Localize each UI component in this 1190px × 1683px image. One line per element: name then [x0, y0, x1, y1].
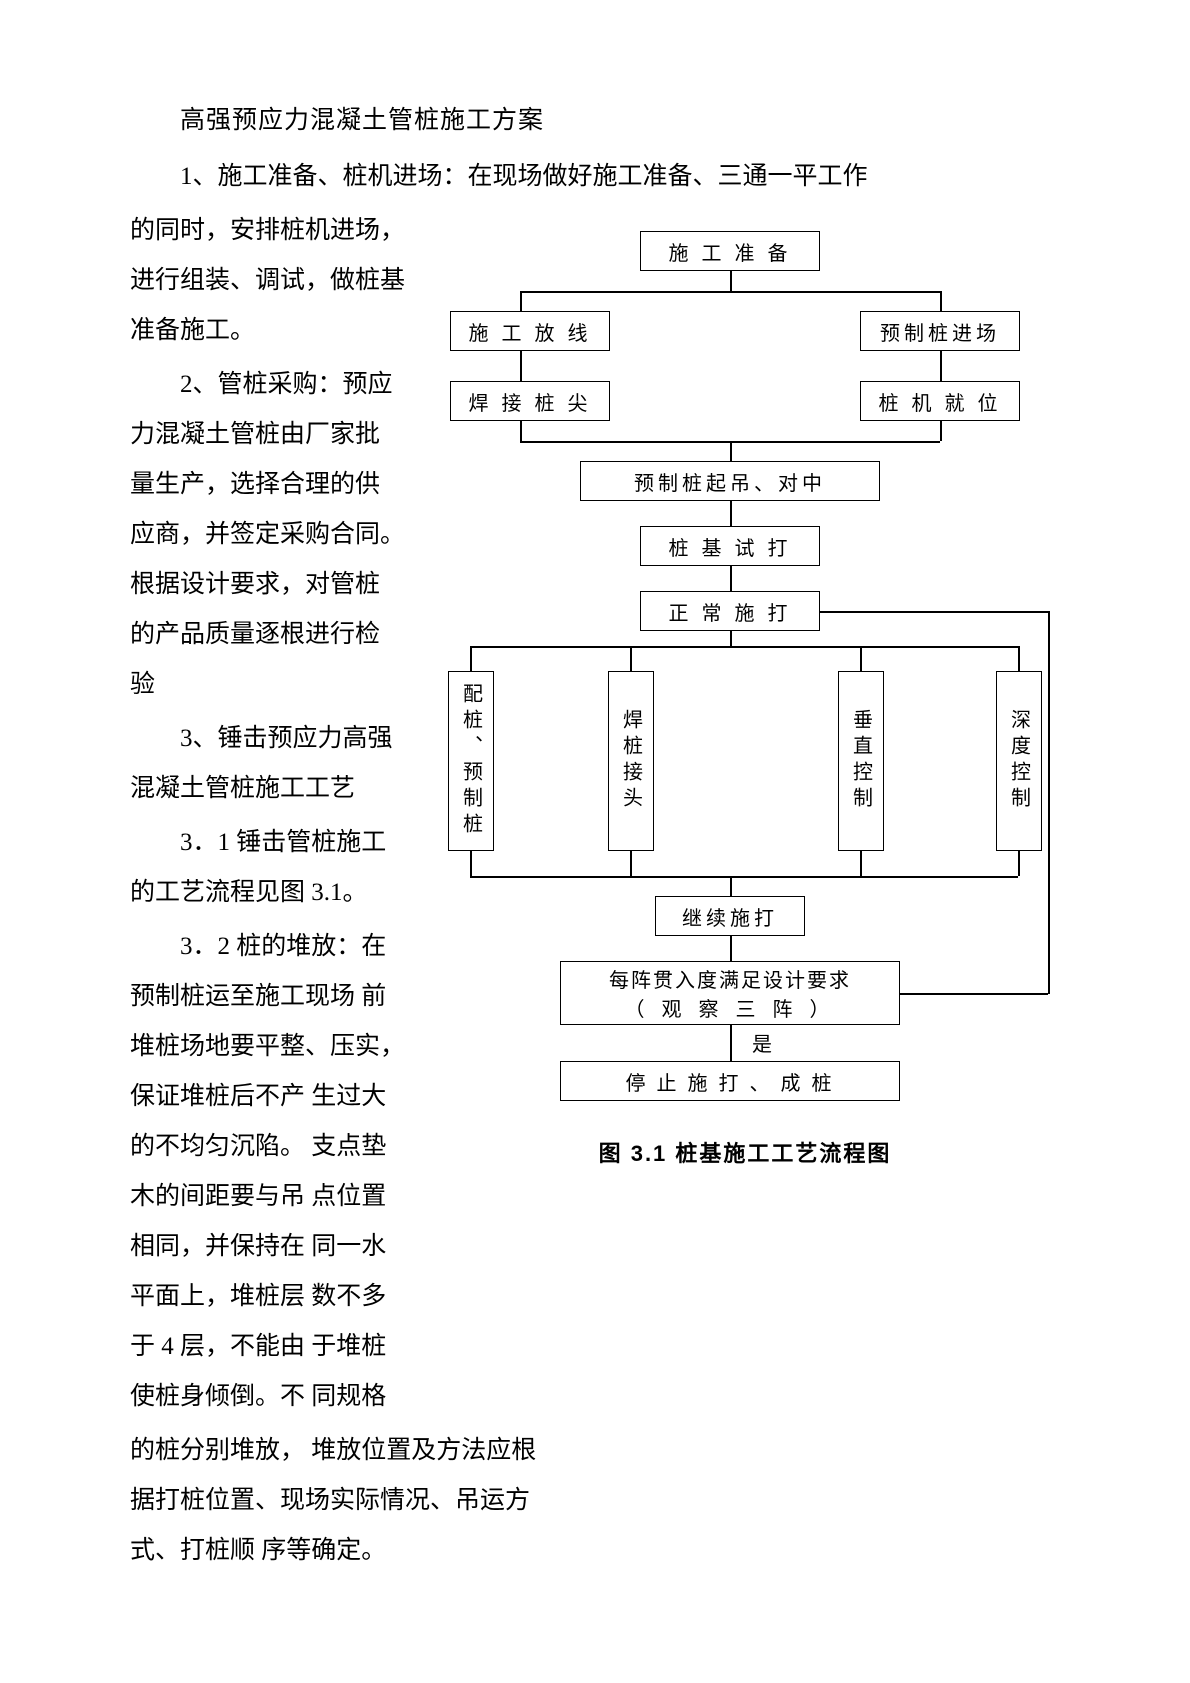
- flowchart-column: 施 工 准 备 施 工 放 线 预制桩进场 焊 接 桩 尖 桩 机 就 位: [430, 206, 1060, 1306]
- node-drive: 正 常 施 打: [640, 591, 820, 631]
- left-text-column: 的同时，安排桩机进场，进行组装、调试，做桩基准备施工。 2、管桩采购：预应 力混…: [130, 206, 410, 1426]
- flowchart: 施 工 准 备 施 工 放 线 预制桩进场 焊 接 桩 尖 桩 机 就 位: [430, 206, 1060, 1306]
- edge-yes: 是: [750, 1028, 774, 1057]
- decision-line2: （ 观 察 三 阵 ）: [625, 993, 836, 1022]
- node-position: 桩 机 就 位: [860, 381, 1020, 421]
- decision-line1: 每阵贯入度满足设计要求: [609, 964, 851, 993]
- node-v4: 深度控制: [996, 671, 1042, 851]
- para-1: 的同时，安排桩机进场，进行组装、调试，做桩基准备施工。: [130, 206, 410, 356]
- node-hoist: 预制桩起吊、对中: [580, 461, 880, 501]
- doc-title: 高强预应力混凝土管桩施工方案: [130, 100, 1060, 136]
- flowchart-caption: 图 3.1 桩基施工工艺流程图: [430, 1136, 1060, 1168]
- para-2: 2、管桩采购：预应 力混凝土管桩由厂家批 量生产，选择合理的供 应商，并签定采购…: [130, 360, 410, 710]
- para-0: 1、施工准备、桩机进场：在现场做好施工准备、三通一平工作: [130, 152, 1060, 202]
- node-decision: 每阵贯入度满足设计要求 （ 观 察 三 阵 ）: [560, 961, 900, 1025]
- node-weld-tip: 焊 接 桩 尖: [450, 381, 610, 421]
- node-final: 停 止 施 打 、 成 桩: [560, 1061, 900, 1101]
- para-tail: 的桩分别堆放， 堆放位置及方法应根据打桩位置、现场实际情况、吊运方式、打桩顺 序…: [130, 1426, 560, 1576]
- para-5: 3．2 桩的堆放：在预制桩运至施工现场 前堆桩场地要平整、压实，保证堆桩后不产 …: [130, 922, 410, 1422]
- para-3: 3、锤击预应力高强混凝土管桩施工工艺: [130, 714, 410, 814]
- node-layout: 施 工 放 线: [450, 311, 610, 351]
- node-v1: 配桩、预制桩: [448, 671, 494, 851]
- node-v2: 焊桩接头: [608, 671, 654, 851]
- node-v3: 垂直控制: [838, 671, 884, 851]
- para-4: 3．1 锤击管桩施工的工艺流程见图 3.1。: [130, 818, 410, 918]
- node-prep: 施 工 准 备: [640, 231, 820, 271]
- node-testdrive: 桩 基 试 打: [640, 526, 820, 566]
- node-continue: 继续施打: [655, 896, 805, 936]
- node-arrive: 预制桩进场: [860, 311, 1020, 351]
